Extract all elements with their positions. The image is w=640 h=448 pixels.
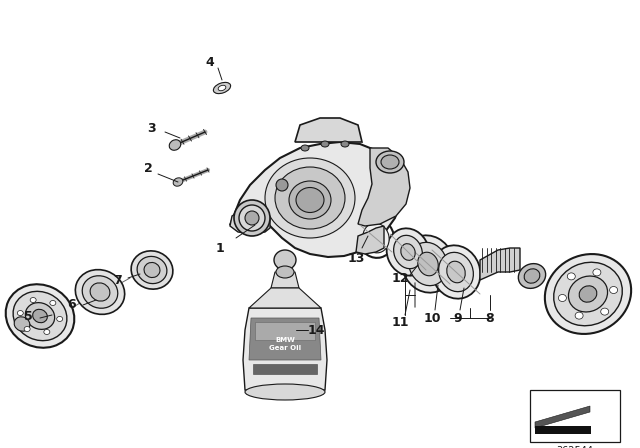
Ellipse shape [575,312,583,319]
Polygon shape [356,226,384,254]
Ellipse shape [554,262,622,326]
Text: 2: 2 [143,161,152,175]
Ellipse shape [601,308,609,315]
Text: 1: 1 [216,241,225,254]
Text: 9: 9 [454,311,462,324]
Ellipse shape [296,188,324,212]
Ellipse shape [131,251,173,289]
Ellipse shape [137,256,167,284]
Ellipse shape [265,158,355,238]
Text: 11: 11 [391,315,409,328]
Text: 5: 5 [24,310,33,323]
Ellipse shape [593,269,601,276]
Ellipse shape [44,329,50,335]
Ellipse shape [341,141,349,147]
Ellipse shape [387,228,429,276]
Text: BMW
Gear Oil: BMW Gear Oil [269,337,301,350]
Polygon shape [249,318,321,360]
Ellipse shape [245,384,325,400]
Text: 3: 3 [148,121,156,134]
Ellipse shape [376,151,404,173]
Polygon shape [295,118,362,142]
Ellipse shape [579,286,597,302]
Ellipse shape [17,310,23,315]
Ellipse shape [394,235,422,269]
Ellipse shape [57,316,63,322]
Ellipse shape [82,276,118,308]
Text: 7: 7 [114,273,122,287]
Ellipse shape [545,254,631,334]
Ellipse shape [402,235,454,293]
Text: 8: 8 [486,311,494,324]
Text: 6: 6 [68,298,76,311]
Ellipse shape [76,270,125,314]
Ellipse shape [524,269,540,283]
Ellipse shape [169,140,180,150]
Ellipse shape [144,263,160,277]
Ellipse shape [321,141,329,147]
Ellipse shape [274,250,296,270]
Ellipse shape [381,155,399,169]
Bar [535,426,591,434]
Bar [255,322,315,340]
Text: 14: 14 [307,323,324,336]
Ellipse shape [245,211,259,225]
Ellipse shape [50,301,56,306]
Ellipse shape [90,283,110,301]
Polygon shape [249,288,321,308]
Ellipse shape [13,291,67,340]
Ellipse shape [239,205,265,231]
Ellipse shape [568,276,607,312]
Ellipse shape [447,261,465,283]
Ellipse shape [173,178,183,186]
Polygon shape [230,206,270,234]
Ellipse shape [26,302,54,329]
Ellipse shape [558,294,566,302]
Ellipse shape [610,287,618,293]
Polygon shape [358,148,410,226]
Ellipse shape [438,252,474,292]
Text: 12: 12 [391,271,409,284]
Ellipse shape [275,167,345,229]
Ellipse shape [408,242,447,286]
Ellipse shape [218,85,226,90]
Bar [253,364,317,374]
Ellipse shape [276,179,288,191]
Ellipse shape [276,266,294,278]
Ellipse shape [14,317,30,331]
Bar [530,390,620,442]
Polygon shape [271,272,299,288]
Ellipse shape [363,223,389,253]
Ellipse shape [301,145,309,151]
Ellipse shape [401,244,415,260]
Text: 13: 13 [348,251,365,264]
Polygon shape [243,308,327,390]
Ellipse shape [418,252,438,276]
Polygon shape [535,406,590,428]
Ellipse shape [24,327,30,332]
Ellipse shape [6,284,74,348]
Polygon shape [230,142,400,257]
Text: 4: 4 [205,56,214,69]
Ellipse shape [289,181,331,219]
Ellipse shape [567,273,575,280]
Ellipse shape [431,246,481,299]
Ellipse shape [234,200,270,236]
Ellipse shape [213,82,230,94]
Polygon shape [480,248,520,280]
Ellipse shape [518,263,546,289]
Ellipse shape [30,297,36,302]
Ellipse shape [33,309,47,323]
Text: 10: 10 [423,311,441,324]
Text: 362544: 362544 [557,446,593,448]
